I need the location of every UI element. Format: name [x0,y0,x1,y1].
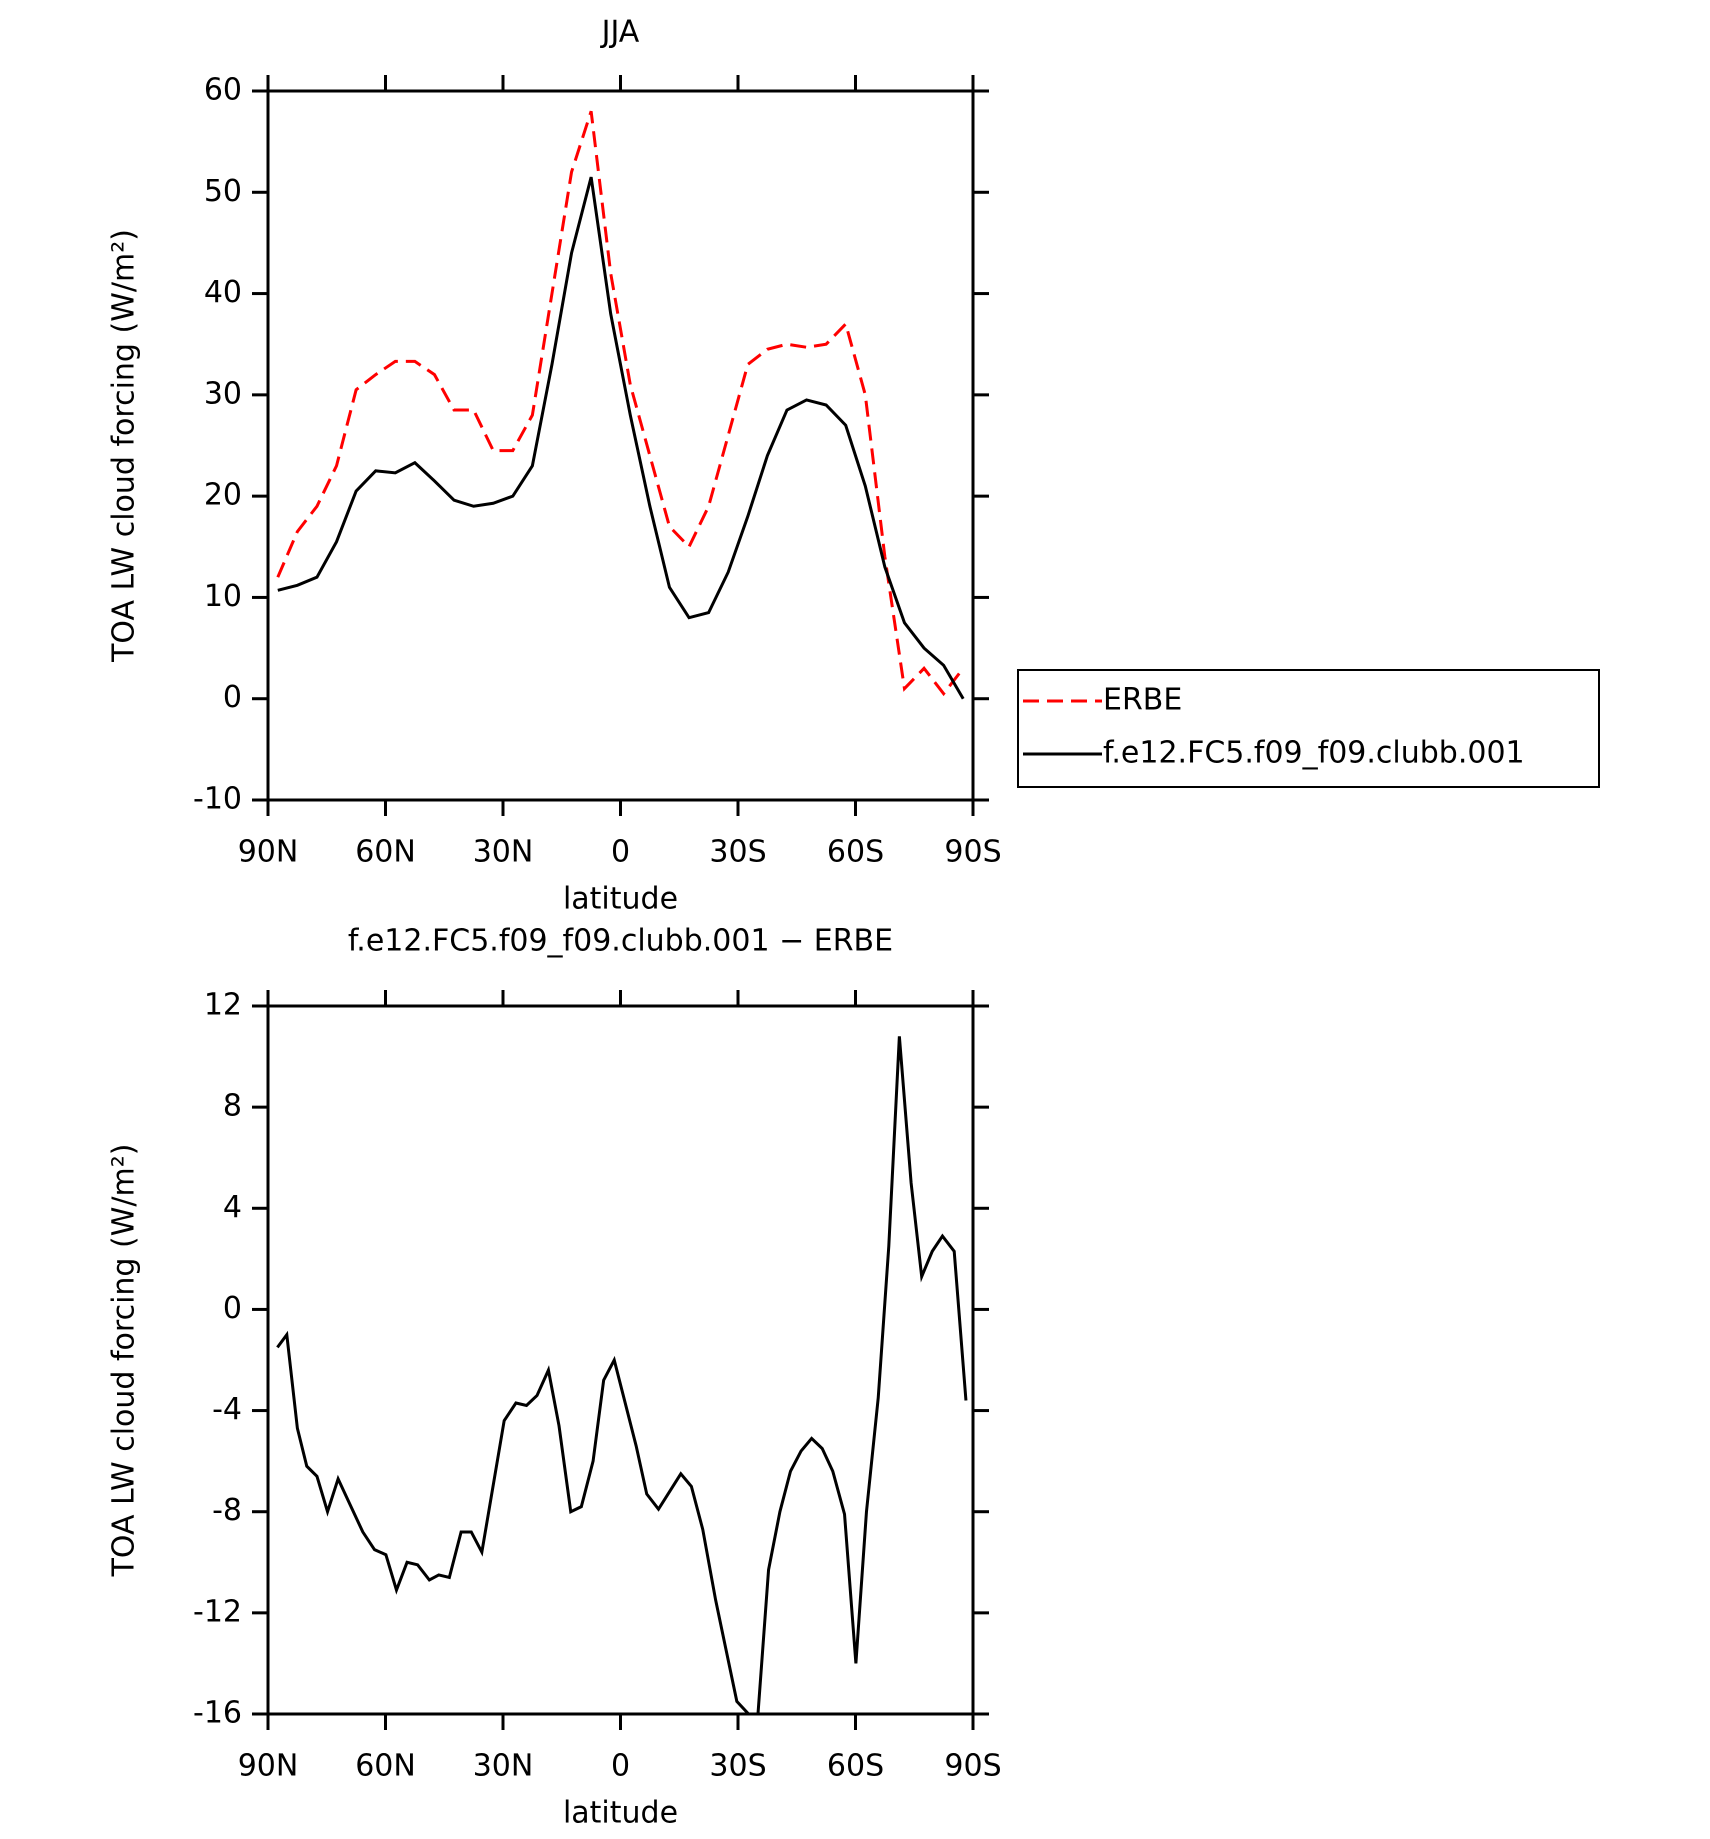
data-line [276,1036,968,1716]
x-tick-label: 60N [355,835,416,870]
y-tick-label: -10 [193,782,242,817]
y-axis-label: TOA LW cloud forcing (W/m²) [107,229,142,663]
x-axis-label: latitude [563,1796,678,1831]
y-tick-label: 8 [223,1089,242,1124]
y-tick-label: -8 [212,1493,242,1528]
x-tick-label: 60S [827,835,884,870]
x-tick-label: 30N [473,835,534,870]
y-tick-label: 30 [204,376,242,411]
x-tick-label: 0 [611,1749,630,1784]
x-tick-label: 90S [944,1749,1001,1784]
x-axis-label: latitude [563,882,678,917]
x-tick-label: 90N [238,835,299,870]
legend-label: f.e12.FC5.f09_f09.clubb.001 [1103,736,1525,771]
y-tick-label: -4 [212,1392,242,1427]
y-tick-label: 4 [223,1190,242,1225]
x-tick-label: 30S [709,1749,766,1784]
x-tick-label: 90N [238,1749,299,1784]
chart-title: f.e12.FC5.f09_f09.clubb.001 − ERBE [348,924,893,959]
plot-frame [266,1004,975,1716]
y-tick-label: 10 [204,579,242,614]
y-tick-label: -12 [193,1594,242,1629]
legend-box [1017,669,1600,788]
y-tick-label: -16 [193,1696,242,1731]
y-tick-label: 60 [204,73,242,108]
legend-label: ERBE [1103,683,1182,718]
plot-frame [266,89,975,802]
data-line [277,176,965,700]
x-tick-label: 60S [827,1749,884,1784]
y-tick-label: 12 [204,988,242,1023]
y-tick-label: 0 [223,1291,242,1326]
chart-title: JJA [600,15,640,50]
y-tick-label: 50 [204,174,242,209]
x-tick-label: 30N [473,1749,534,1784]
x-tick-label: 0 [611,835,630,870]
y-tick-label: 20 [204,478,242,513]
x-tick-label: 60N [355,1749,416,1784]
x-tick-label: 30S [709,835,766,870]
y-tick-label: 40 [204,275,242,310]
x-tick-label: 90S [944,835,1001,870]
data-line [276,110,965,697]
y-tick-label: 0 [223,680,242,715]
y-axis-label: TOA LW cloud forcing (W/m²) [107,1144,142,1578]
